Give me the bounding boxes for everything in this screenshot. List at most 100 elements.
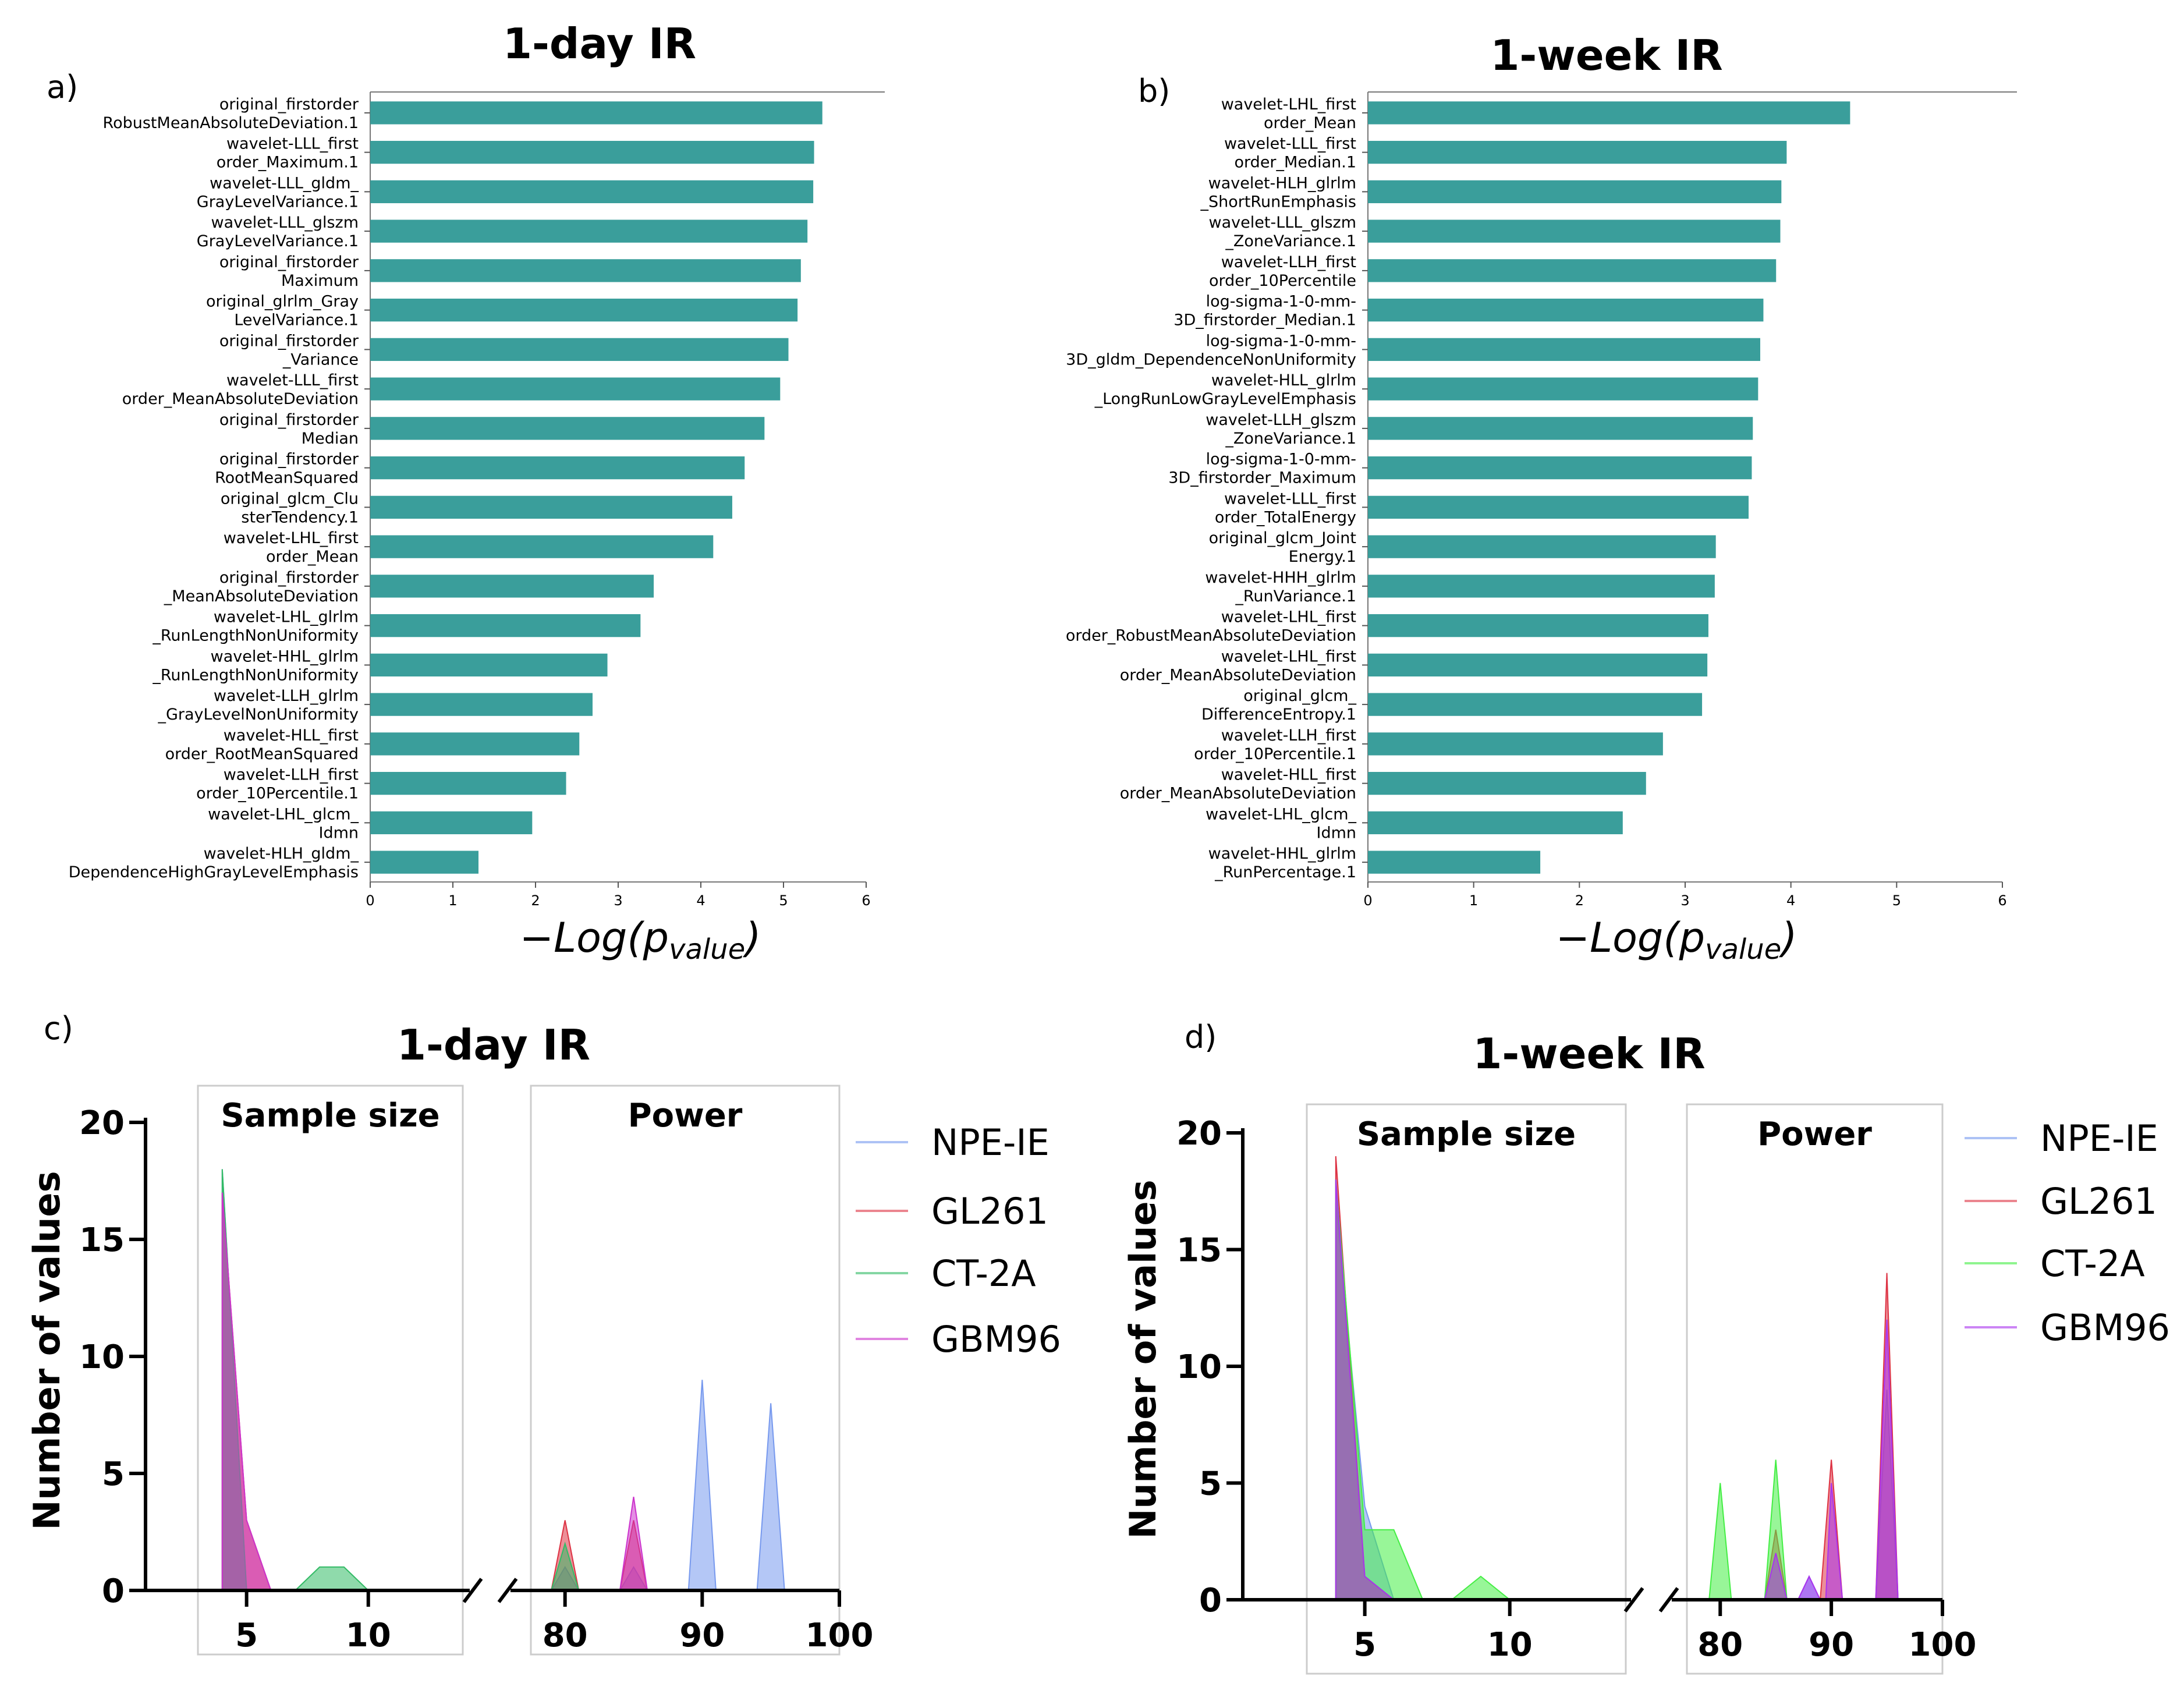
- x-tick-label: 4: [696, 892, 705, 909]
- bar-label-line1: wavelet-LHL_first: [1221, 647, 1356, 665]
- x-tick-label: 90: [1809, 1626, 1854, 1664]
- panel-d-plot: Sample size Power 0 5 10 15 20 5 10 80 90 100 NPE-IE…: [1176, 1103, 2170, 1675]
- panel-c-frequency-chart: c) 1-day IR Number of values Sample size…: [26, 1010, 1061, 1656]
- bar-label-line2: sterTendency.1: [241, 508, 359, 526]
- bar-label-line1: wavelet-LLL_first: [226, 371, 359, 389]
- bar: [370, 180, 814, 204]
- bar-label-line2: order_MeanAbsoluteDeviation: [1120, 666, 1356, 684]
- bar-label-line2: _RunLengthNonUniformity: [152, 666, 359, 684]
- bar-label-line1: wavelet-HHL_glrlm: [1208, 845, 1356, 863]
- series-area-power: [550, 1380, 785, 1591]
- bar-label-line1: wavelet-LHL_glcm_: [208, 805, 359, 823]
- panel-b-x-axis-label: −Log(pvalue): [1555, 914, 1797, 966]
- x-tick-label: 10: [1487, 1626, 1533, 1664]
- bar-label-line2: order_Median.1: [1235, 154, 1356, 172]
- bar-label-line1: wavelet-LLL_gldm_: [210, 174, 359, 192]
- bar-label-line1: wavelet-LLH_glrlm: [214, 687, 359, 705]
- panel-d-frequency-chart: d) 1-week IR Number of values Sample siz…: [1122, 1019, 2170, 1675]
- x-tick-label: 100: [1909, 1626, 1977, 1664]
- x-tick-label: 6: [1998, 892, 2006, 909]
- bar: [1368, 614, 1708, 637]
- bar: [370, 219, 808, 243]
- y-tick-label: 0: [102, 1572, 125, 1610]
- panel-c-y-axis-label: Number of values: [26, 1171, 68, 1530]
- bar: [370, 851, 479, 874]
- y-tick-label: 15: [79, 1221, 125, 1259]
- bar: [370, 653, 608, 677]
- x-tick-label: 3: [614, 892, 622, 909]
- bar: [1368, 377, 1758, 401]
- bar-label-line2: DifferenceEntropy.1: [1201, 706, 1356, 724]
- bar-label-line1: wavelet-LHL_first: [1221, 608, 1356, 626]
- bar-label-line2: _RunPercentage.1: [1214, 863, 1356, 881]
- y-tick-label: 15: [1176, 1232, 1222, 1270]
- bar-label-line1: log-sigma-1-0-mm-: [1206, 332, 1356, 350]
- bar-label-line1: original_firstorder: [219, 332, 359, 350]
- sample-size-box: [1306, 1103, 1627, 1675]
- bar: [370, 456, 745, 480]
- bar-label-line2: GrayLevelVariance.1: [197, 193, 359, 211]
- bar: [1368, 219, 1781, 243]
- legend-label: GL261: [931, 1190, 1048, 1232]
- bar-label-line2: Median: [302, 430, 359, 448]
- panel-c-plot: Sample size Power 0 5 10 15 20 5 10 80 90 100 NPE-IE…: [79, 1085, 1061, 1656]
- bar: [1368, 575, 1715, 598]
- bar-label-line2: GrayLevelVariance.1: [197, 232, 359, 250]
- x-tick-label: 1: [448, 892, 457, 909]
- bar-label-line1: wavelet-LLH_glszm: [1206, 411, 1356, 429]
- bar-label-line1: wavelet-HLL_first: [1221, 766, 1356, 784]
- bar-label-line2: order_Maximum.1: [217, 154, 359, 172]
- panel-c-label: c): [44, 1010, 73, 1047]
- bar: [1368, 653, 1708, 677]
- bar: [370, 693, 593, 716]
- x-tick-label: 0: [1363, 892, 1372, 909]
- x-tick-label: 1: [1469, 892, 1478, 909]
- y-tick-label: 10: [1176, 1348, 1222, 1386]
- bar-label-line2: Energy.1: [1289, 548, 1356, 566]
- legend-label: CT-2A: [931, 1252, 1036, 1295]
- axis-break-mark: [462, 1578, 483, 1603]
- bar: [1368, 101, 1850, 125]
- bar-label-line2: order_MeanAbsoluteDeviation: [1120, 785, 1356, 803]
- bar: [370, 377, 781, 401]
- x-tick-label: 0: [366, 892, 374, 909]
- x-tick-label: 5: [235, 1617, 258, 1654]
- bar-label-line1: wavelet-LLL_first: [226, 135, 359, 153]
- bar-label-line1: wavelet-LHL_glrlm: [214, 608, 359, 626]
- bar-label-line2: _Variance: [282, 350, 359, 369]
- bar-label-line2: order_10Percentile.1: [196, 785, 359, 803]
- series-area-sample-size: [221, 1192, 272, 1591]
- bar: [370, 417, 765, 440]
- power-box: [530, 1085, 841, 1656]
- bar-label-line1: original_glrlm_Gray: [206, 293, 359, 311]
- bar-label-line2: RootMeanSquared: [215, 469, 359, 487]
- bar-label-line2: order_10Percentile: [1209, 272, 1356, 290]
- x-tick-label: 80: [1697, 1626, 1743, 1664]
- bar-label-line1: wavelet-HLH_glrlm: [1208, 174, 1356, 192]
- legend-label: NPE-IE: [931, 1121, 1050, 1164]
- axis-break-mark: [1658, 1587, 1679, 1613]
- bar-label-line1: wavelet-HLL_glrlm: [1211, 371, 1356, 389]
- x-tick-label: 80: [543, 1617, 588, 1654]
- bar-label-line2: order_Mean: [266, 548, 359, 566]
- y-tick-label: 20: [1176, 1115, 1222, 1153]
- bar-label-line1: wavelet-LLH_first: [1221, 253, 1356, 271]
- y-tick-label: 0: [1199, 1582, 1222, 1620]
- bar-label-line2: Idmn: [1316, 824, 1356, 842]
- bar-label-line2: order_MeanAbsoluteDeviation: [122, 390, 359, 408]
- bar-label-line1: wavelet-LLL_glszm: [1209, 214, 1356, 232]
- bar-label-line1: wavelet-LLL_first: [1224, 135, 1356, 153]
- y-tick-label: 20: [79, 1104, 125, 1142]
- bar-label-line1: original_firstorder: [219, 95, 359, 114]
- bar-label-line1: original_firstorder: [219, 411, 359, 429]
- panel-b-label: b): [1138, 73, 1170, 109]
- bar-label-line1: wavelet-HLL_first: [224, 727, 359, 745]
- bar-label-line1: wavelet-LHL_first: [224, 529, 359, 547]
- panel-b-bar-chart: b) 1-week IR wavelet-LHL_firstorder_Mean…: [1066, 31, 2017, 966]
- bar: [1368, 535, 1716, 558]
- y-tick-label: 5: [102, 1455, 125, 1493]
- bar: [370, 575, 654, 598]
- bar-label-line2: _GrayLevelNonUniformity: [157, 706, 359, 724]
- panel-a-title: 1-day IR: [503, 19, 696, 68]
- bar: [1368, 771, 1646, 795]
